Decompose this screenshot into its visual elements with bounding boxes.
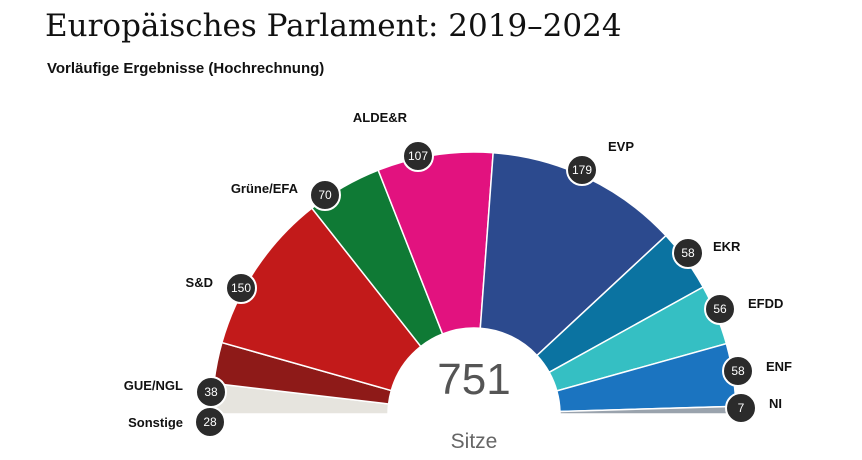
seat-count-ekr: 58: [681, 246, 695, 260]
party-label-efdd: EFDD: [748, 296, 783, 311]
slice-evp: [479, 151, 667, 357]
seat-badge-grüne-efa: [309, 179, 341, 211]
seat-badge-alde-r: [402, 140, 434, 172]
chart-title: Europäisches Parlament: 2019–2024: [45, 8, 622, 44]
party-label-s-d: S&D: [186, 275, 213, 290]
seat-count-s-d: 150: [231, 281, 251, 295]
seat-badge-enf: [722, 355, 754, 387]
seat-count-alde-r: 107: [408, 149, 428, 163]
party-label-sonstige: Sonstige: [128, 415, 183, 430]
party-label-gue-ngl: GUE/NGL: [124, 378, 183, 393]
party-label-evp: EVP: [608, 139, 634, 154]
total-seats-label: Sitze: [451, 430, 498, 453]
seat-badge-ni: [725, 392, 757, 424]
party-label-enf: ENF: [766, 359, 792, 374]
seat-count-gue-ngl: 38: [204, 385, 218, 399]
chart-subtitle: Vorläufige Ergebnisse (Hochrechnung): [47, 60, 325, 77]
seat-count-enf: 58: [731, 364, 745, 378]
party-label-ni: NI: [769, 396, 782, 411]
seat-badge-s-d: [225, 272, 257, 304]
seat-count-efdd: 56: [713, 302, 727, 316]
total-seats-value: 751: [437, 355, 510, 404]
seat-count-sonstige: 28: [203, 415, 217, 429]
party-label-alde-r: ALDE&R: [353, 110, 408, 125]
party-label-grüne-efa: Grüne/EFA: [231, 181, 299, 196]
seat-count-ni: 7: [738, 401, 745, 415]
party-label-ekr: EKR: [713, 239, 741, 254]
seat-count-grüne-efa: 70: [318, 188, 332, 202]
seat-badge-ekr: [672, 237, 704, 269]
seat-count-evp: 179: [572, 163, 592, 177]
seat-badge-efdd: [704, 293, 736, 325]
seat-badge-evp: [566, 154, 598, 186]
seat-badge-gue-ngl: [195, 376, 227, 408]
